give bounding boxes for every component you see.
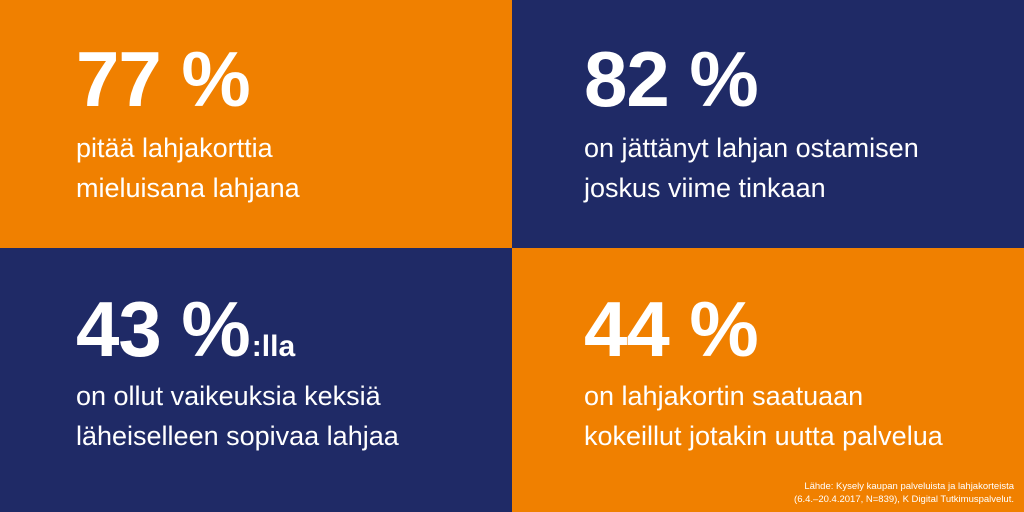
- stat-suffix: :lla: [251, 330, 296, 363]
- stat-value: 77 %: [76, 35, 251, 123]
- stat-percentage: 82 %: [584, 40, 759, 118]
- stat-description: on lahjakortin saatuaan kokeillut jotaki…: [584, 376, 943, 456]
- stat-description-line: on jättänyt lahjan ostamisen: [584, 133, 919, 163]
- stat-value: 44 %: [584, 285, 759, 373]
- source-line: (6.4.–20.4.2017, N=839), K Digital Tutki…: [794, 494, 1014, 505]
- stat-tile-last-minute-shopping: 82 % on jättänyt lahjan ostamisen joskus…: [512, 0, 1024, 248]
- stat-value: 43 %: [76, 285, 251, 373]
- stat-description-line: pitää lahjakorttia: [76, 133, 273, 163]
- stat-tile-gift-difficulty: 43 %:lla on ollut vaikeuksia keksiä lähe…: [0, 248, 512, 512]
- stat-percentage: 77 %: [76, 40, 251, 118]
- stat-percentage: 44 %: [584, 290, 759, 368]
- stat-description: on jättänyt lahjan ostamisen joskus viim…: [584, 128, 919, 208]
- stat-description: on ollut vaikeuksia keksiä läheiselleen …: [76, 376, 399, 456]
- stat-description-line: mieluisana lahjana: [76, 173, 300, 203]
- stat-description-line: on ollut vaikeuksia keksiä: [76, 381, 381, 411]
- stat-description-line: joskus viime tinkaan: [584, 173, 826, 203]
- stat-description-line: kokeillut jotakin uutta palvelua: [584, 421, 943, 451]
- source-line: Lähde: Kysely kaupan palveluista ja lahj…: [804, 481, 1014, 492]
- stat-percentage: 43 %:lla: [76, 290, 295, 368]
- stat-value: 82 %: [584, 35, 759, 123]
- stat-description-line: on lahjakortin saatuaan: [584, 381, 864, 411]
- stat-description-line: läheiselleen sopivaa lahjaa: [76, 421, 399, 451]
- stat-description: pitää lahjakorttia mieluisana lahjana: [76, 128, 300, 208]
- source-citation: Lähde: Kysely kaupan palveluista ja lahj…: [794, 480, 1014, 506]
- stat-tile-tried-new-service: 44 % on lahjakortin saatuaan kokeillut j…: [512, 248, 1024, 512]
- stat-tile-gift-card-preference: 77 % pitää lahjakorttia mieluisana lahja…: [0, 0, 512, 248]
